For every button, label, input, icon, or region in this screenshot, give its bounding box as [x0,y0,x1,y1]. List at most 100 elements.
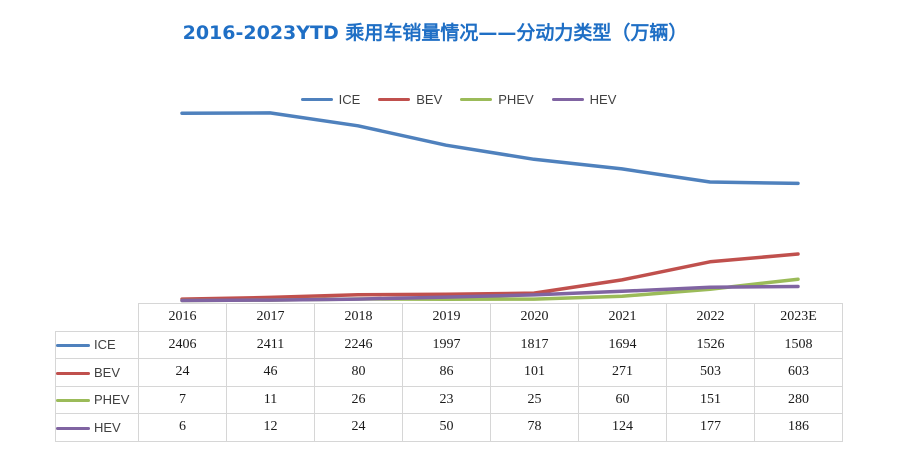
legend-label: BEV [416,92,443,107]
data-label: 78 [490,413,579,442]
data-point-hev [621,290,623,292]
data-label: 24 [138,358,227,387]
data-point-ice [445,144,447,146]
data-label: 151 [666,385,755,414]
data-label: 1694 [578,330,667,359]
legend: ICE BEV PHEV HEV [0,92,913,107]
data-label: 2406 [138,330,227,359]
data-label: 23 [402,385,491,414]
data-point-phev [445,298,447,300]
data-label: 186 [754,413,843,442]
data-point-ice [709,181,711,183]
data-label: 46 [226,358,315,387]
data-point-bev [357,294,359,296]
x-tick-label: 2019 [402,303,491,332]
data-label: 2246 [314,330,403,359]
legend-label: HEV [589,92,617,107]
data-label: 2411 [226,330,315,359]
data-label: 26 [314,385,403,414]
legend-item-bev: BEV [374,92,442,107]
data-point-hev [269,299,271,301]
legend-item-ice: ICE [297,92,361,107]
x-tick-label: 2023E [754,303,843,332]
data-label: 503 [666,358,755,387]
row-label-text: BEV [94,364,121,380]
data-label: 25 [490,385,579,414]
data-label: 603 [754,358,843,387]
chart-title: 2016-2023YTD 乘用车销量情况——分动力类型（万辆） [182,22,688,44]
legend-label: ICE [338,92,361,107]
data-label: 124 [578,413,667,442]
data-point-bev [445,293,447,295]
data-point-ice [181,112,183,114]
data-label: 1997 [402,330,491,359]
data-label: 271 [578,358,667,387]
x-tick-label: 2021 [578,303,667,332]
table-corner [55,303,139,332]
data-point-hev [357,298,359,300]
legend-item-phev: PHEV [456,92,534,107]
series-line-bev [180,252,800,301]
legend-swatch [460,98,493,101]
data-point-bev [797,253,799,255]
x-tick-label: 2016 [138,303,227,332]
data-point-ice [533,158,535,160]
row-swatch [56,399,90,403]
legend-swatch [378,98,411,101]
row-label-bev: BEV [55,358,139,387]
row-label-hev: HEV [55,413,139,442]
data-label: 7 [138,385,227,414]
data-point-ice [797,182,799,184]
data-label: 12 [226,413,315,442]
legend-item-hev: HEV [548,92,617,107]
data-label: 1526 [666,330,755,359]
data-label: 86 [402,358,491,387]
x-tick-label: 2018 [314,303,403,332]
legend-swatch [300,98,333,101]
legend-swatch [551,98,584,101]
series-line-ice [180,111,800,186]
data-label: 177 [666,413,755,442]
table-row: PHEV 7 11 26 23 25 60 151 280 [55,385,843,414]
data-point-phev [797,278,799,280]
data-point-phev [621,295,623,297]
data-table: 2016 2017 2018 2019 2020 2021 2022 2023E ICE 2406… [55,303,843,442]
data-label: 6 [138,413,227,442]
data-point-hev [709,286,711,288]
series-line-hev [180,284,800,303]
x-tick-label: 2017 [226,303,315,332]
data-point-hev [797,286,799,287]
data-label: 280 [754,385,843,414]
data-label: 80 [314,358,403,387]
data-point-phev [533,298,535,300]
data-point-ice [357,125,359,127]
data-point-hev [533,294,535,296]
data-point-bev [269,296,271,298]
row-swatch [56,344,90,348]
data-label: 24 [314,413,403,442]
legend-label: PHEV [498,92,534,107]
data-label: 50 [402,413,491,442]
x-tick-label: 2022 [666,303,755,332]
data-point-bev [621,279,623,281]
row-label-text: PHEV [94,392,130,408]
table-row: BEV 24 46 80 86 101 271 503 603 [55,358,843,387]
data-point-ice [621,168,623,170]
data-point-bev [709,261,711,263]
table-row: HEV 6 12 24 50 78 124 177 186 [55,413,843,442]
row-label-phev: PHEV [55,385,139,414]
row-label-text: HEV [94,419,121,435]
data-point-hev [181,300,183,301]
row-swatch [56,426,90,430]
row-label-ice: ICE [55,330,139,359]
row-label-text: ICE [94,337,116,353]
data-label: 60 [578,385,667,414]
data-label: 101 [490,358,579,387]
data-point-ice [269,112,271,114]
table-row: ICE 2406 2411 2246 1997 1817 1694 1526 1508 [55,330,843,359]
row-swatch [56,371,90,375]
data-label: 1508 [754,330,843,359]
x-tick-label: 2020 [490,303,579,332]
data-label: 1817 [490,330,579,359]
